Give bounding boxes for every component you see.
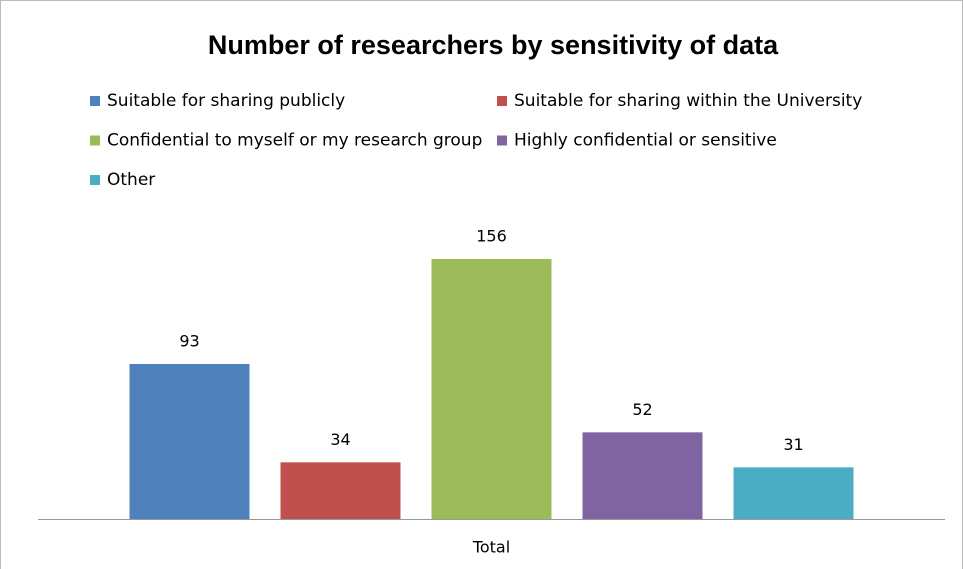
legend-swatch bbox=[90, 135, 100, 146]
data-label: 93 bbox=[179, 332, 199, 351]
legend-label: Suitable for sharing publicly bbox=[107, 91, 345, 111]
data-label: 31 bbox=[783, 435, 803, 454]
data-label: 156 bbox=[476, 227, 507, 246]
legend-label: Highly confidential or sensitive bbox=[514, 131, 777, 151]
bar bbox=[280, 462, 401, 519]
legend-swatch bbox=[90, 175, 100, 185]
bar bbox=[129, 364, 250, 519]
chart-title: Number of researchers by sensitivity of … bbox=[208, 30, 779, 60]
legend-label: Other bbox=[107, 170, 155, 190]
bar bbox=[431, 259, 552, 519]
legend-label: Suitable for sharing within the Universi… bbox=[514, 91, 862, 111]
data-label: 52 bbox=[632, 400, 652, 419]
legend-label: Confidential to myself or my research gr… bbox=[107, 131, 482, 151]
legend-swatch bbox=[497, 135, 507, 146]
legend-swatch bbox=[90, 96, 100, 106]
data-label: 34 bbox=[330, 430, 350, 449]
bar bbox=[582, 432, 703, 519]
x-tick-label: Total bbox=[472, 538, 510, 557]
legend-swatch bbox=[497, 96, 507, 106]
bar bbox=[733, 467, 854, 519]
